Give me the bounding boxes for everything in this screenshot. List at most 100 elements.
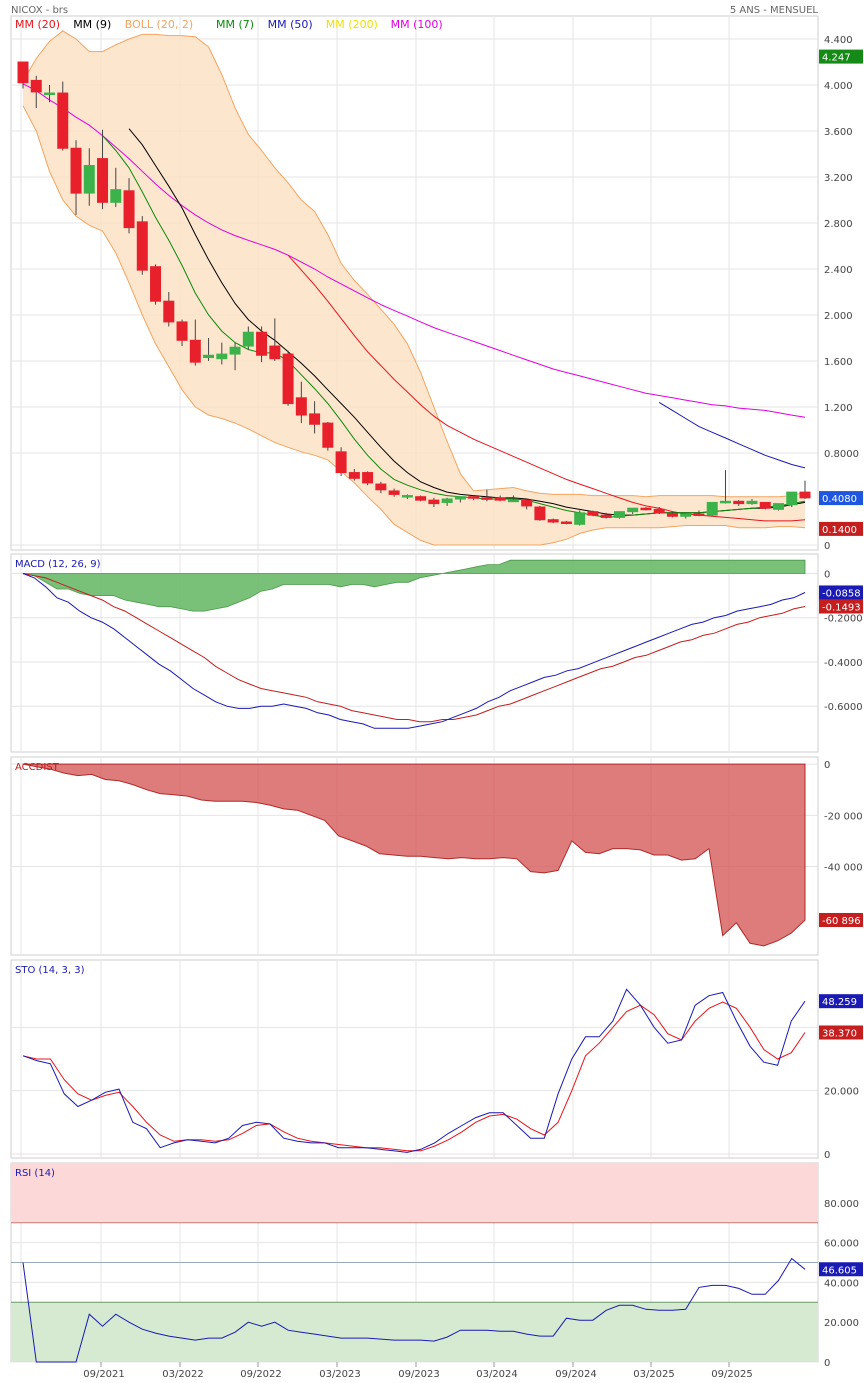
legend-item: MM (100): [391, 18, 443, 31]
y-tick-label: 4.000: [824, 81, 853, 92]
candlestick: [521, 499, 533, 510]
candlestick: [229, 342, 241, 371]
stochastic-title: STO (14, 3, 3): [15, 965, 85, 976]
value-badge-bg: [819, 1025, 863, 1040]
candle-body: [123, 190, 135, 229]
mm7-line: [102, 135, 806, 518]
value-badge-bg: [819, 1262, 863, 1277]
candle-body: [189, 339, 201, 363]
legend-item: MM (7): [216, 18, 254, 31]
candle-body: [494, 497, 506, 501]
candlestick: [759, 501, 771, 510]
candlestick: [799, 480, 811, 499]
candle-body: [375, 483, 387, 491]
candle-body: [746, 500, 758, 505]
candlestick: [388, 488, 400, 497]
candlestick: [653, 507, 665, 514]
candle-body: [256, 331, 268, 356]
stochastic-k-line: [22, 988, 806, 1153]
candlestick: [481, 489, 493, 502]
legend-item: MM (20): [15, 18, 60, 31]
candle-body: [203, 354, 215, 359]
y-tick-label: -0.2000: [824, 614, 863, 625]
candlestick: [680, 512, 692, 519]
value-badge: -0.1493: [819, 599, 863, 614]
candle-body: [759, 501, 771, 509]
candle-body: [693, 513, 705, 516]
candle-body: [44, 92, 56, 96]
x-tick-label: 09/2021: [83, 1369, 125, 1380]
value-badge: 46.605: [819, 1262, 863, 1277]
x-tick-label: 09/2025: [711, 1369, 753, 1380]
candle-body: [719, 500, 731, 504]
candle-body: [468, 496, 480, 499]
macd-signal-line: [22, 573, 806, 723]
value-badge-bg: [819, 599, 863, 614]
candle-body: [70, 147, 82, 194]
candlestick: [786, 491, 798, 508]
value-badge-text: 48.259: [822, 997, 857, 1008]
candle-body: [600, 514, 612, 518]
candlestick: [600, 512, 612, 519]
candle-body: [706, 501, 718, 516]
candle-body: [269, 345, 281, 360]
candle-body: [653, 508, 665, 514]
candle-body: [666, 513, 678, 517]
candle-body: [242, 331, 254, 347]
y-tick-label: 0: [824, 569, 830, 580]
candlestick: [587, 510, 599, 517]
candlestick: [454, 496, 466, 503]
candlestick: [189, 319, 201, 366]
legend: MM (20) MM (9) BOLL (20, 2) MM (7) MM (50) MM…: [15, 18, 443, 31]
candle-body: [30, 79, 42, 93]
macd-panel: MACD (12, 26, 9): [15, 559, 806, 729]
rsi-line: [22, 1257, 806, 1363]
x-tick-label: 09/2022: [240, 1369, 282, 1380]
candle-body: [521, 499, 533, 507]
candlestick: [494, 495, 506, 502]
candle-body: [282, 353, 294, 405]
value-badge: 0.1400: [819, 521, 863, 536]
candle-body: [362, 472, 374, 484]
candlestick: [110, 167, 122, 207]
value-badge-text: -0.0858: [822, 588, 861, 599]
axis-labels: 09/2021 03/2022 09/2022 03/2023 09/2023 03/20…: [83, 35, 862, 1380]
accdist-panel: ACCDIST: [15, 762, 806, 947]
value-badge: 38.370: [819, 1025, 863, 1040]
y-tick-label: -40 000: [824, 863, 863, 874]
chart-symbol-title: NICOX - brs: [11, 5, 68, 16]
candle-body: [176, 321, 188, 341]
x-tick-label: 03/2022: [162, 1369, 204, 1380]
x-tick-label: 09/2024: [555, 1369, 597, 1380]
candlestick: [335, 447, 347, 476]
candlestick: [401, 494, 413, 499]
value-badge-bg: [819, 491, 863, 506]
value-badges: 4.247 0.4080 0.1400 -0.0858 -0.1493 -60 896 48…: [819, 49, 863, 1277]
candle-body: [322, 422, 334, 448]
candlestick: [772, 503, 784, 511]
y-tick-label: 2.000: [824, 311, 853, 322]
candlestick: [70, 140, 82, 215]
candle-body: [136, 221, 148, 271]
macd-title: MACD (12, 26, 9): [15, 559, 101, 570]
value-badge: -60 896: [819, 913, 863, 928]
candle-body: [229, 346, 241, 355]
candle-body: [534, 506, 546, 521]
rsi-title: RSI (14): [15, 1168, 55, 1179]
value-badge-bg: [819, 913, 863, 928]
candlestick: [362, 471, 374, 486]
candle-body: [560, 521, 572, 524]
candle-body: [587, 511, 599, 516]
chart-period-label: 5 ANS - MENSUEL: [730, 5, 819, 16]
mm100-line: [22, 83, 806, 418]
y-tick-label: 0: [824, 541, 830, 552]
macd-histogram-area: [22, 559, 806, 612]
candlestick: [256, 326, 268, 363]
x-tick-label: 03/2025: [633, 1369, 675, 1380]
x-tick-label: 03/2023: [319, 1369, 361, 1380]
value-badge-text: 0.1400: [822, 525, 857, 536]
candle-body: [57, 92, 69, 149]
value-badge: 4.247: [819, 49, 863, 64]
candle-body: [348, 472, 360, 479]
